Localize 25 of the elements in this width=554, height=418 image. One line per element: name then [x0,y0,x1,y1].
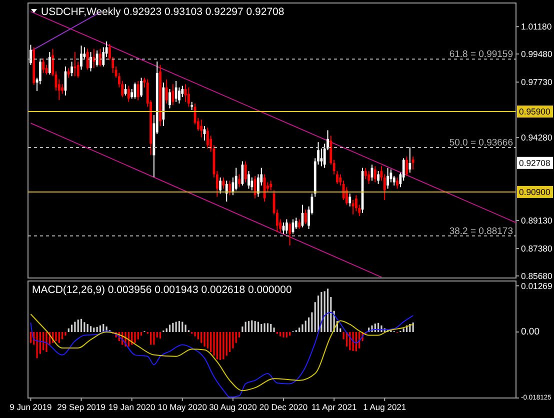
ref-line-label: 0.90900 [519,186,550,197]
y-tick-label: 0.01269 [521,280,552,291]
chart-title: MACD(12,26,9) 0.003956 0.001943 0.002618 0.000000 [32,284,292,296]
ref-line-label: 61.8 = 0.99159 [449,49,513,60]
x-tick-label: 20 Dec 2020 [259,402,308,412]
ref-line-label: 38.2 = 0.88173 [449,226,513,237]
y-tick-label: 0.00 [521,326,540,338]
annotation: 0.92708 [519,158,550,168]
ref-line-label: 50.0 = 0.93666 [449,137,513,148]
x-tick-label: 1 Aug 2021 [363,402,406,412]
x-tick-label: 9 Jun 2019 [10,402,52,412]
y-tick-label: 1.01180 [521,22,552,32]
x-tick-label: 19 Jan 2020 [108,402,156,412]
y-tick-label: 0.97730 [521,77,552,88]
y-tick-label: 0.89130 [521,215,552,226]
x-tick-label: 10 May 2020 [158,402,208,412]
chart-title: USDCHF,Weekly 0.92923 0.93103 0.92297 0.92708 [41,6,284,18]
y-tick-label: 0.85680 [521,270,552,281]
x-tick-label: 11 Apr 2021 [311,402,357,412]
y-tick-label: 0.99480 [521,48,552,59]
x-tick-label: 29 Sep 2019 [57,402,106,412]
x-tick-label: 30 Aug 2020 [209,402,258,412]
ref-line-label: 0.95900 [519,106,550,117]
y-tick-label: 0.94280 [521,132,552,143]
y-tick-label: 0.87380 [521,244,552,254]
